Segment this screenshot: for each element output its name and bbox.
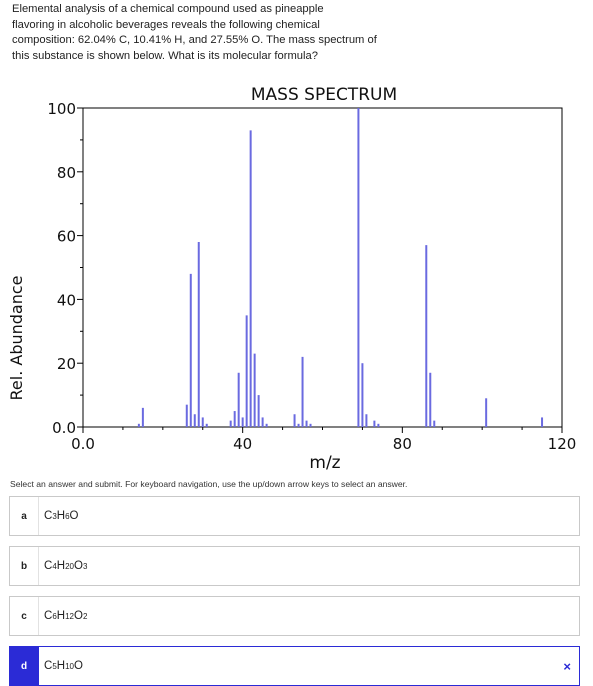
formula-element: O (73, 610, 83, 622)
mass-spectrum-chart: MASS SPECTRUM Rel. Abundance m/z 0.0 20 40… (7, 85, 576, 473)
question-line: this substance is shown below. What is i… (12, 49, 318, 62)
y-tick-label: 100 (47, 100, 76, 118)
close-icon[interactable]: × (563, 658, 571, 674)
formula-element: C (44, 610, 53, 622)
formula-subscript: 5 (52, 661, 57, 671)
formula-subscript: 6 (65, 511, 70, 521)
formula-subscript: 12 (65, 611, 74, 621)
x-tick-label: 80 (393, 435, 412, 453)
formula-subscript: 4 (52, 561, 57, 571)
answer-formula: C 4 H 20 O 3 (44, 547, 87, 585)
y-axis-label: Rel. Abundance (7, 276, 26, 401)
y-tick-label: 40 (57, 291, 76, 309)
plot-frame (82, 107, 563, 428)
answer-option-c[interactable]: c C 6 H 12 O 2 (9, 596, 580, 636)
answer-formula: C 6 H 12 O 2 (44, 597, 87, 635)
formula-subscript: 3 (52, 511, 57, 521)
formula-subscript: 2 (82, 611, 88, 621)
answer-letter: c (21, 610, 27, 622)
formula-subscript: 20 (65, 561, 74, 571)
x-axis-label: m/z (309, 453, 340, 473)
chart-title: MASS SPECTRUM (251, 85, 397, 105)
formula-element: O (69, 510, 79, 522)
answer-letter: d (10, 647, 38, 685)
formula-element: C (44, 510, 53, 522)
question-line: flavoring in alcoholic beverages reveals… (12, 18, 320, 31)
question-text: Elemental analysis of a chemical compoun… (12, 2, 377, 64)
formula-subscript: 10 (65, 661, 74, 671)
answer-divider (38, 547, 39, 585)
x-tick-label: 120 (548, 435, 577, 453)
answer-option-b[interactable]: b C 4 H 20 O 3 (9, 546, 580, 586)
formula-element: C (44, 560, 53, 572)
answer-divider (38, 497, 39, 535)
y-tick-label: 20 (57, 355, 76, 373)
answer-divider (38, 597, 39, 635)
question-line: Elemental analysis of a chemical compoun… (12, 3, 324, 15)
formula-element: H (56, 660, 66, 672)
y-tick-label: 80 (57, 164, 76, 182)
y-tick-label: 0.0 (52, 419, 76, 437)
formula-element: O (73, 560, 83, 572)
formula-element: C (44, 660, 53, 672)
answer-divider (38, 647, 39, 685)
answer-letter: a (21, 510, 27, 522)
y-tick-label: 60 (57, 228, 76, 246)
formula-subscript: 3 (82, 561, 88, 571)
formula-element: H (56, 560, 66, 572)
plot-area: 0.0 20 40 60 80 100 0.0 40 80 120 (47, 100, 576, 453)
x-tick-label: 0.0 (71, 435, 95, 453)
answer-option-d[interactable]: d C 5 H 10 O × (9, 646, 580, 686)
formula-element: O (73, 660, 83, 672)
answer-formula: C 5 H 10 O (44, 647, 83, 685)
formula-element: H (56, 610, 66, 622)
formula-element: H (56, 510, 66, 522)
answer-letter: b (20, 560, 28, 572)
instructions-text: Select an answer and submit. For keyboar… (10, 479, 408, 489)
x-tick-label: 40 (233, 435, 252, 453)
formula-subscript: 6 (52, 611, 57, 621)
question-line: composition: 62.04% C, 10.41% H, and 27.… (12, 34, 377, 46)
